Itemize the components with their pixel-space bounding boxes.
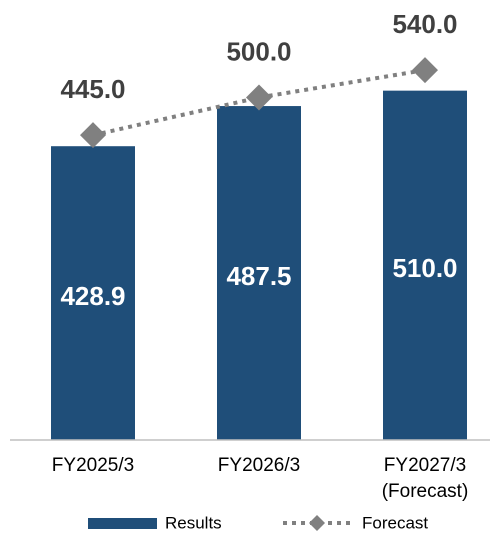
bar — [383, 90, 467, 441]
x-tick-label: FY2026/3 — [218, 455, 300, 476]
x-tick-label: FY2025/3 — [52, 455, 134, 476]
forecast-marker — [80, 122, 106, 149]
bar-value-label: 510.0 — [392, 253, 457, 283]
legend-label: Forecast — [362, 513, 428, 532]
bar-value-label: 428.9 — [60, 281, 125, 311]
x-tick-label: (Forecast) — [382, 481, 469, 502]
legend-marker — [309, 515, 325, 531]
bar-value-label: 487.5 — [226, 261, 291, 291]
bar — [217, 106, 301, 440]
bar — [51, 146, 135, 441]
forecast-marker — [412, 57, 438, 84]
legend-label: Results — [165, 513, 222, 532]
forecast-value-label: 540.0 — [392, 9, 457, 39]
legend-swatch — [88, 518, 157, 529]
x-tick-label: FY2027/3 — [384, 455, 466, 476]
forecast-marker — [246, 84, 272, 111]
forecast-value-label: 445.0 — [60, 74, 125, 104]
forecast-line — [92, 68, 426, 138]
forecast-value-label: 500.0 — [226, 36, 291, 66]
